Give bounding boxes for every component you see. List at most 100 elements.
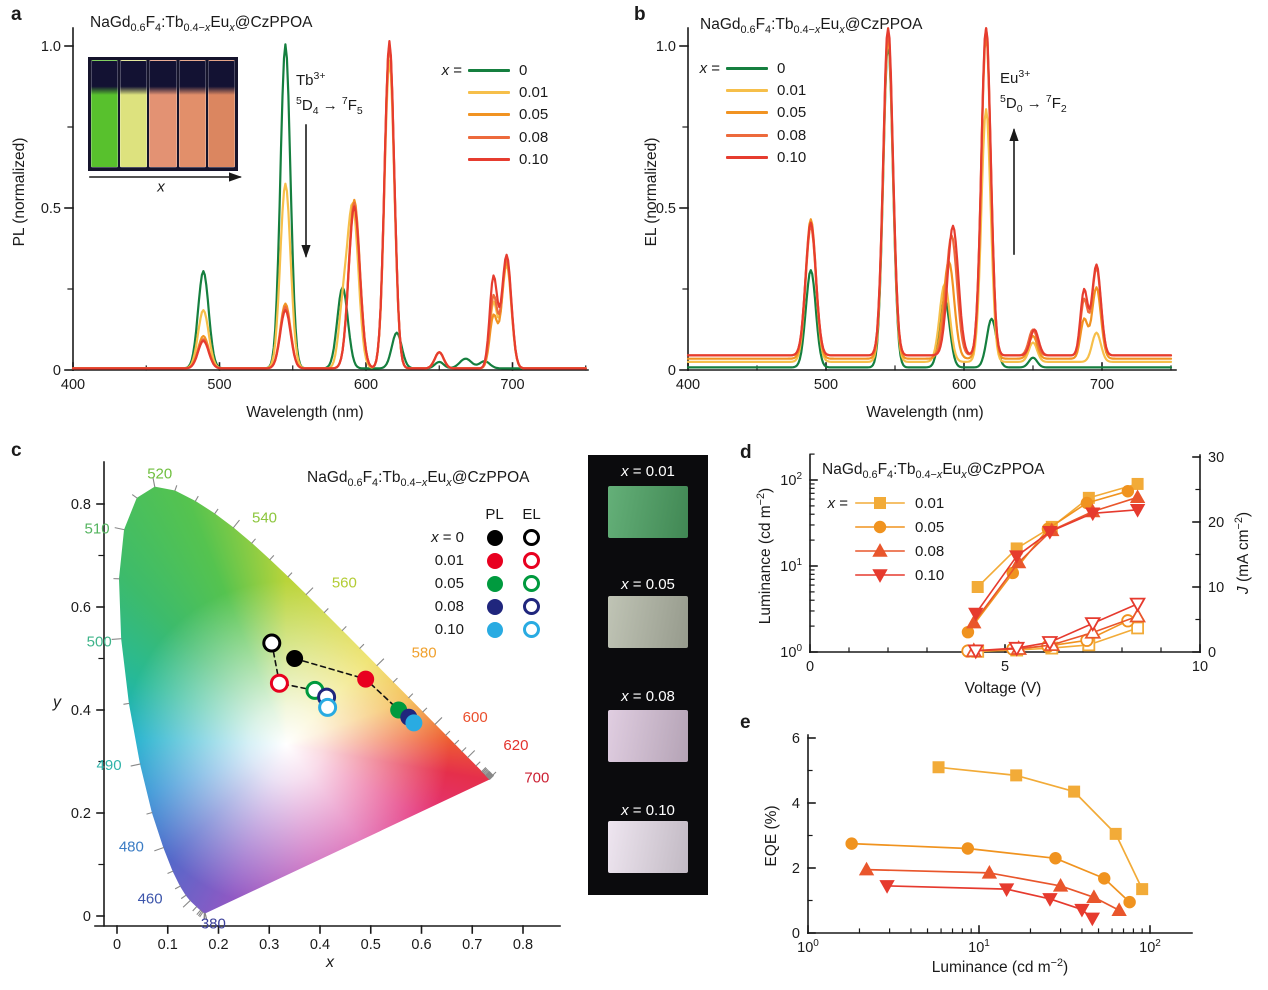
legend-prefix: x = xyxy=(441,61,462,79)
svg-text:0.5: 0.5 xyxy=(41,201,61,217)
svg-text:510: 510 xyxy=(85,521,110,538)
device-photo-label: x = 0.08 xyxy=(621,688,675,705)
legend-item-x-0.01: 0.01 xyxy=(688,79,806,101)
legend-label: 0.01 xyxy=(519,84,549,102)
svg-text:700: 700 xyxy=(524,769,549,786)
legend-label: 0.05 xyxy=(777,104,807,122)
pl-el-legend-row: 0.08 xyxy=(352,595,550,618)
legend-label: 0.05 xyxy=(519,106,549,124)
svg-text:600: 600 xyxy=(952,377,976,393)
svg-text:620: 620 xyxy=(503,737,528,754)
inset-x-axis-label: x xyxy=(157,178,165,196)
svg-text:0.2: 0.2 xyxy=(208,937,228,953)
svg-text:102: 102 xyxy=(1139,938,1161,956)
svg-text:0: 0 xyxy=(83,909,91,925)
panel-d-title: NaGd0.6F4:Tb0.4−xEux@CzPPOA xyxy=(822,461,1045,482)
svg-text:101: 101 xyxy=(968,938,990,956)
svg-text:0.6: 0.6 xyxy=(71,600,91,616)
svg-text:5: 5 xyxy=(1001,659,1009,675)
legend-item-x-0.01: x = 0.01 xyxy=(827,494,945,512)
legend-marker-swatch xyxy=(855,497,905,509)
legend-line-swatch xyxy=(468,135,510,139)
svg-text:400: 400 xyxy=(61,377,85,393)
svg-text:400: 400 xyxy=(676,377,700,393)
legend-line-swatch xyxy=(726,133,768,137)
svg-text:10: 10 xyxy=(1208,580,1224,596)
panel-b-ylabel: EL (normalized) xyxy=(643,137,660,247)
legend-item-x-0.05: 0.05 xyxy=(824,515,944,539)
svg-text:490: 490 xyxy=(97,757,122,774)
svg-text:0: 0 xyxy=(668,363,676,379)
pl-filled-dot xyxy=(486,530,503,547)
legend-line-swatch xyxy=(726,111,768,115)
pl-filled-dot xyxy=(486,553,503,570)
device-photo-label: x = 0.05 xyxy=(621,576,675,593)
el-open-dot xyxy=(523,552,540,570)
panel-e-xlabel: Luminance (cd m−2) xyxy=(931,956,1069,977)
svg-text:0: 0 xyxy=(53,363,61,379)
legend-label: 0.10 xyxy=(777,149,807,167)
device-el-photo xyxy=(608,486,688,538)
legend-marker-swatch xyxy=(855,520,905,534)
legend-item-x-0.10: 0.10 xyxy=(824,563,944,587)
panel-a-xlabel: Wavelength (nm) xyxy=(246,404,364,421)
svg-text:6: 6 xyxy=(792,731,800,747)
panel-d-letter: d xyxy=(740,442,752,463)
panel-a-title: NaGd0.6F4:Tb0.4−xEux@CzPPOA xyxy=(90,14,313,35)
el-open-dot xyxy=(523,621,540,639)
svg-text:480: 480 xyxy=(119,839,144,856)
legend-label: 0.08 xyxy=(777,126,807,144)
svg-text:30: 30 xyxy=(1208,450,1224,466)
panel-c-title: NaGd0.6F4:Tb0.4−xEux@CzPPOA xyxy=(307,469,530,490)
legend-label: 0 xyxy=(519,61,528,79)
legend-line-swatch xyxy=(468,68,510,72)
panel-a-transition-annotation: Tb3+ 5D4 → 7F5 xyxy=(296,70,363,117)
legend-line-swatch xyxy=(726,89,768,93)
panel-d-xlabel: Voltage (V) xyxy=(964,680,1042,697)
legend-item-x-0.01: 0.01 xyxy=(430,81,548,103)
panel-c-legend: PL EL x = 0 0.01 0.05 0.08 0.10 xyxy=(352,503,550,641)
legend-item-x-0.10: 0.10 xyxy=(430,149,548,171)
pl-el-legend-row: 0.10 xyxy=(352,618,550,641)
device-photo-label: x = 0.01 xyxy=(621,463,675,480)
svg-text:520: 520 xyxy=(147,466,172,483)
pl-el-legend-row: 0.01 xyxy=(352,549,550,572)
panel-c-ylabel: y xyxy=(53,694,61,711)
legend-label: 0 xyxy=(777,59,786,77)
device-el-photo xyxy=(608,710,688,762)
panel-c-xlabel: x xyxy=(326,954,334,971)
svg-text:0: 0 xyxy=(1208,645,1216,661)
pl-el-legend-header: PL EL xyxy=(485,506,541,523)
svg-text:4: 4 xyxy=(792,796,800,812)
legend-marker-swatch xyxy=(855,543,905,557)
svg-text:0.8: 0.8 xyxy=(71,497,91,513)
svg-text:0: 0 xyxy=(113,937,121,953)
panel-a-letter: a xyxy=(11,4,22,25)
svg-text:380: 380 xyxy=(201,915,226,932)
pl-filled-dot xyxy=(486,622,503,639)
svg-text:0.3: 0.3 xyxy=(259,937,279,953)
panel-a-ylabel: PL (normalized) xyxy=(11,137,28,247)
svg-text:0.7: 0.7 xyxy=(462,937,482,953)
panel-b-xlabel: Wavelength (nm) xyxy=(866,404,984,421)
svg-text:0.8: 0.8 xyxy=(513,937,533,953)
svg-text:2: 2 xyxy=(792,861,800,877)
panel-b-title: NaGd0.6F4:Tb0.4−xEux@CzPPOA xyxy=(700,16,923,37)
svg-text:0.5: 0.5 xyxy=(361,937,381,953)
cuvette-photo-inset xyxy=(88,57,238,171)
panel-b-letter: b xyxy=(634,4,646,25)
cuvette-5 xyxy=(207,60,236,168)
el-open-dot xyxy=(523,575,540,593)
legend-item-x-0: x = 0 xyxy=(688,57,806,79)
panel-e-plot: 100 101 102 0 2 4 6 xyxy=(792,731,1193,956)
svg-text:10: 10 xyxy=(1192,659,1208,675)
cuvette-2 xyxy=(120,60,148,168)
svg-text:500: 500 xyxy=(207,377,231,393)
pl-filled-dot xyxy=(486,599,503,616)
legend-item-x-0.10: 0.10 xyxy=(688,147,806,169)
svg-text:100: 100 xyxy=(780,643,802,661)
legend-label: 0.10 xyxy=(519,151,549,169)
svg-text:0.2: 0.2 xyxy=(71,806,91,822)
svg-text:0.4: 0.4 xyxy=(71,703,91,719)
